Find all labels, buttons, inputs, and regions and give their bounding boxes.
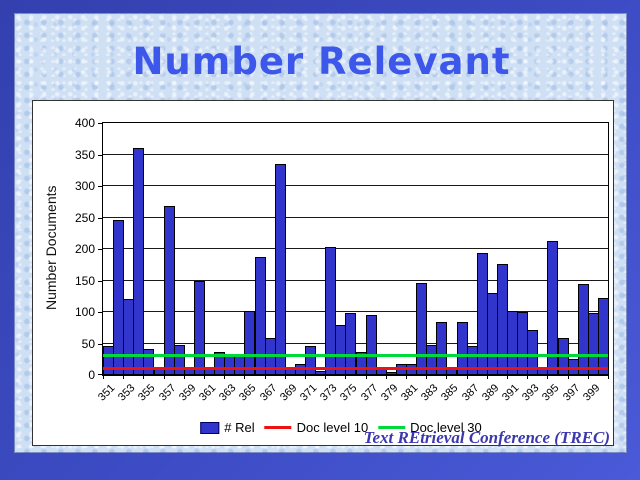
ref-line-30 — [103, 354, 608, 358]
bar — [416, 283, 428, 375]
bar — [365, 314, 377, 375]
x-axis-tick — [527, 375, 529, 379]
x-axis-tick — [264, 375, 266, 379]
bar — [133, 148, 145, 375]
bar — [113, 220, 125, 375]
gridline — [103, 311, 608, 312]
gridline — [103, 185, 608, 186]
x-axis-tick — [204, 375, 205, 379]
x-axis-tick — [385, 375, 387, 379]
y-axis-tick-label: 300 — [74, 179, 95, 193]
y-axis-tick — [98, 249, 103, 250]
y-axis-tick-label: 150 — [74, 273, 95, 288]
y-axis-tick — [98, 280, 103, 282]
footer-text: Text REtrieval Conference (TREC) — [363, 428, 610, 447]
x-axis-tick — [608, 375, 609, 379]
y-axis-tick — [98, 186, 103, 187]
x-axis-tick — [466, 375, 468, 379]
y-axis-tick-label: 350 — [74, 147, 95, 162]
x-axis-tick — [123, 375, 125, 379]
legend-label: Doc level 30 — [410, 420, 482, 435]
ref-line-10 — [103, 366, 608, 370]
bar — [254, 256, 266, 375]
bar — [345, 312, 357, 375]
y-axis-tick-label: 100 — [74, 305, 95, 319]
y-axis-tick — [98, 123, 103, 124]
y-axis-tick-label: 200 — [74, 242, 95, 256]
x-axis-tick — [507, 375, 508, 379]
x-axis-tick — [284, 375, 286, 379]
chart-legend: # Rel Doc level 10 Doc level 30 — [200, 420, 482, 435]
x-axis-tick — [567, 375, 569, 379]
x-axis-tick — [305, 375, 306, 379]
gridline — [103, 279, 608, 281]
x-axis-tick — [406, 375, 407, 379]
bar — [173, 344, 185, 375]
y-axis-tick — [98, 343, 103, 345]
legend-item-10: Doc level 10 — [264, 420, 369, 435]
x-axis-tick — [446, 375, 448, 379]
bar — [547, 241, 559, 375]
bar — [193, 280, 205, 375]
line-series-swatch — [378, 426, 406, 429]
y-axis-tick — [98, 312, 103, 313]
y-axis-tick — [98, 154, 103, 156]
chart-box: Number Documents 0 50 100 150 200 250 300 350 40… — [32, 100, 614, 446]
legend-item-rel: # Rel — [200, 420, 255, 435]
bar — [597, 297, 609, 375]
x-axis-tick — [365, 375, 367, 379]
bar-series-swatch — [200, 421, 220, 434]
y-axis-tick — [98, 374, 103, 375]
y-axis-tick-label: 250 — [74, 210, 95, 225]
legend-item-30: Doc level 30 — [378, 420, 482, 435]
gridline — [103, 153, 608, 155]
slide-title: Number Relevant — [132, 40, 511, 83]
x-axis-tick — [143, 375, 145, 379]
x-axis-tick — [244, 375, 246, 379]
slide-background: Number Relevant Number Documents 0 50 100 1… — [14, 13, 627, 453]
x-axis-tick — [325, 375, 327, 379]
y-axis-tick-label: 400 — [74, 116, 95, 130]
bar — [274, 163, 286, 375]
x-axis-tick — [426, 375, 428, 379]
x-axis-tick — [183, 375, 185, 379]
bar — [305, 346, 317, 375]
legend-label: # Rel — [224, 420, 255, 435]
bar — [436, 322, 448, 375]
x-axis-tick — [486, 375, 488, 379]
x-axis-tick — [103, 375, 104, 379]
x-axis-tick — [163, 375, 165, 379]
x-axis-tick — [587, 375, 589, 379]
plot-area: 0 50 100 150 200 250 300 350 400 351 353 355 357 359 3… — [75, 116, 609, 403]
bar — [163, 205, 175, 375]
line-series-swatch — [264, 426, 292, 429]
y-axis-tick — [98, 217, 103, 219]
x-axis-tick — [224, 375, 226, 379]
legend-label: Doc level 10 — [296, 420, 369, 435]
gridline — [103, 248, 608, 249]
y-axis-tick-label: 0 — [88, 368, 95, 382]
y-axis-tick-label: 50 — [81, 336, 95, 351]
bar — [143, 348, 155, 375]
x-axis-tick — [547, 375, 549, 379]
x-axis-tick — [345, 375, 347, 379]
bar — [527, 330, 539, 375]
gridline — [103, 216, 608, 218]
bar — [325, 247, 337, 375]
